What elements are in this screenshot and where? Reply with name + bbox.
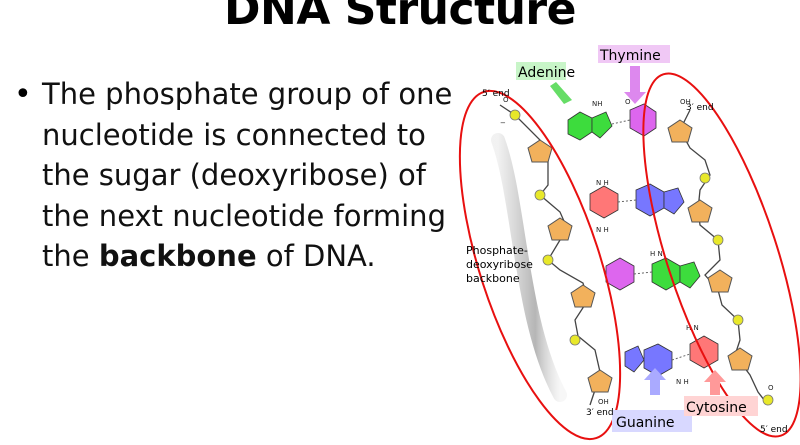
base-pair-ta-1 <box>605 257 701 291</box>
sugar-rings <box>527 119 753 393</box>
bullet-text-after: of DNA. <box>256 239 376 273</box>
thymine-label: Thymine <box>599 48 661 64</box>
thymine-ring-2 <box>605 257 635 291</box>
adenine-label: Adenine <box>518 65 575 81</box>
guanine-arrow <box>644 368 666 395</box>
guanine-label-bg <box>612 410 692 432</box>
base-pair-at-1 <box>567 103 657 141</box>
backbone-label-1: Phosphate- <box>466 244 528 257</box>
five-prime-bottom-label: 5′ end <box>760 425 788 435</box>
three-prime-bottom-label: 3′ end <box>586 408 614 418</box>
cytosine-ring-2 <box>689 335 719 369</box>
slide-title: DNA Structure <box>224 0 576 35</box>
three-prime-top-label: 3′ end <box>686 103 714 113</box>
svg-text:N H: N H <box>596 179 609 187</box>
thymine-label-bg <box>598 45 670 63</box>
adenine-arrow <box>550 82 572 104</box>
dna-diagram: NH O N H N H H N H N N H O − OH OH O Adenine T… <box>458 45 800 441</box>
guanine-ring-2 <box>643 343 673 377</box>
svg-text:O: O <box>503 96 509 104</box>
helix-shadow <box>491 133 567 402</box>
five-prime-top-label: 5′ end <box>482 89 510 99</box>
svg-text:O: O <box>768 384 774 392</box>
svg-text:OH: OH <box>680 98 691 106</box>
right-backbone-oval <box>642 72 800 438</box>
thymine-arrow <box>624 66 646 104</box>
adenine-label-bg <box>516 62 566 80</box>
bullet-text-before: The phosphate group of one nucleotide is… <box>42 77 453 273</box>
backbone-label-2: deoxyribose <box>466 258 533 271</box>
left-backbone-oval <box>458 89 622 441</box>
phosphate-groups <box>509 109 774 406</box>
cytosine-label: Cytosine <box>686 400 747 416</box>
svg-text:O: O <box>625 98 631 106</box>
chem-annotations: NH O N H N H H N H N N H O − OH OH O <box>500 96 774 406</box>
svg-text:−: − <box>500 119 506 127</box>
backbone-label-3: backbone <box>466 272 520 285</box>
adenine-ring-1 <box>567 111 593 141</box>
svg-text:OH: OH <box>598 398 609 406</box>
svg-text:N H: N H <box>676 378 689 386</box>
cytosine-arrow <box>704 370 726 395</box>
svg-text:N H: N H <box>596 226 609 234</box>
svg-text:H N: H N <box>686 324 699 332</box>
guanine-label: Guanine <box>616 415 675 431</box>
base-pair-cg-1 <box>589 183 685 219</box>
bullet-bold-word: backbone <box>98 239 257 273</box>
bullet-dot: • <box>14 77 32 112</box>
bullet-text: The phosphate group of one nucleotide is… <box>42 74 462 277</box>
cytosine-ring-1 <box>589 185 619 219</box>
svg-text:NH: NH <box>592 100 603 108</box>
cytosine-label-bg <box>684 396 758 416</box>
svg-text:H N: H N <box>650 250 663 258</box>
